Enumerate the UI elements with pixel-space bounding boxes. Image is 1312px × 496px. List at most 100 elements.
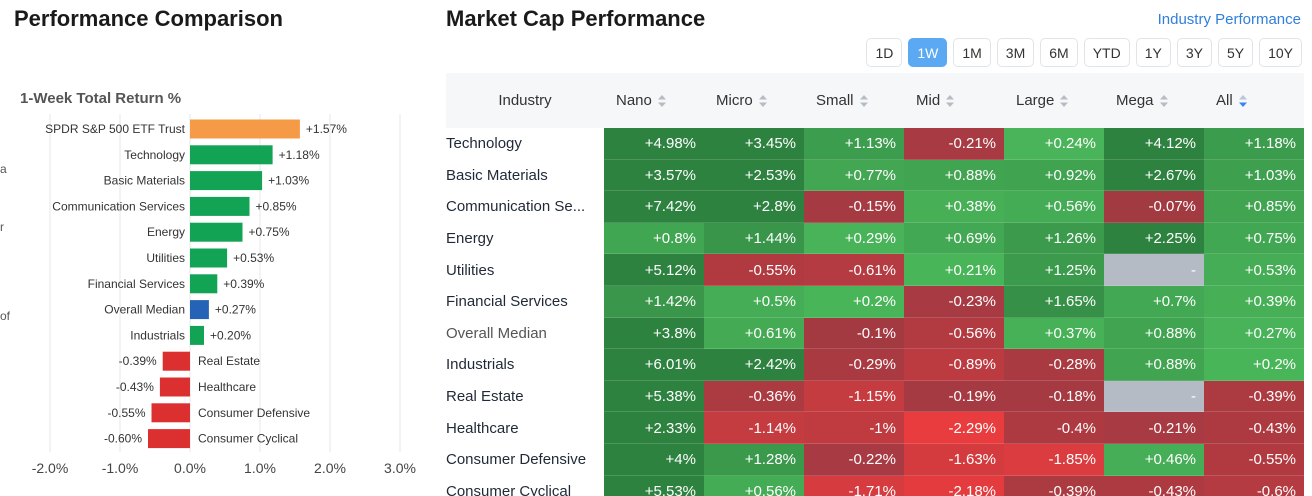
return-cell: +6.01% [604, 349, 704, 381]
table-row[interactable]: Utilities +5.12% -0.55% -0.61% +0.21% +1.25% -… [446, 254, 1304, 286]
return-cell: +0.53% [1204, 254, 1304, 286]
industry-name[interactable]: Industrials [446, 349, 604, 381]
table-row[interactable]: Overall Median +3.8% +0.61% -0.1% -0.56% +0.3… [446, 317, 1304, 350]
period-button-1m[interactable]: 1M [953, 38, 991, 67]
industry-name[interactable]: Utilities [446, 254, 604, 286]
table-row[interactable]: Industrials +6.01% +2.42% -0.29% -0.89% -0.28… [446, 349, 1304, 381]
period-button-1y[interactable]: 1Y [1135, 38, 1171, 67]
industry-name[interactable]: Financial Services [446, 285, 604, 318]
industry-name[interactable]: Healthcare [446, 412, 604, 444]
sort-icon[interactable] [1159, 94, 1169, 108]
edge-mark: r [0, 220, 4, 234]
column-header-small[interactable]: Small [804, 73, 904, 128]
table-header-row: Industry Nano Micro Small Mid Large Mega All [446, 73, 1304, 128]
return-cell: - [1104, 380, 1204, 413]
market-cap-performance-title: Market Cap Performance [446, 6, 706, 31]
return-cell: +0.2% [804, 285, 904, 318]
bar [190, 325, 204, 345]
bar [151, 403, 190, 423]
return-cell: -0.15% [804, 191, 904, 223]
period-button-ytd[interactable]: YTD [1083, 38, 1130, 67]
return-cell: +1.13% [804, 128, 904, 160]
sort-icon[interactable] [945, 94, 955, 108]
value-label: +0.85% [256, 199, 297, 213]
period-button-10y[interactable]: 10Y [1259, 38, 1302, 67]
column-header-large[interactable]: Large [1004, 73, 1104, 128]
sort-icon[interactable] [758, 94, 768, 108]
return-cell: +3.8% [604, 317, 704, 350]
return-cell: -0.61% [804, 254, 904, 286]
return-cell: +1.26% [1004, 222, 1104, 255]
return-cell: +1.03% [1204, 159, 1304, 192]
return-cell: +0.29% [804, 222, 904, 255]
industry-name[interactable]: Technology [446, 128, 604, 160]
return-cell: -0.22% [804, 443, 904, 476]
period-button-3y[interactable]: 3Y [1176, 38, 1212, 67]
return-cell: +0.8% [604, 222, 704, 255]
bar [148, 429, 190, 449]
column-header-mid[interactable]: Mid [904, 73, 1004, 128]
return-cell: +2.8% [704, 191, 804, 223]
return-cell: -0.28% [1004, 349, 1104, 381]
period-button-3m[interactable]: 3M [996, 38, 1035, 67]
return-cell: +4.98% [604, 128, 704, 160]
category-label: Healthcare [198, 380, 256, 394]
period-button-1d[interactable]: 1D [866, 38, 903, 67]
return-cell: +0.21% [904, 254, 1004, 286]
table-row[interactable]: Consumer Cyclical +5.53% +0.56% -1.71% -2.18… [446, 475, 1304, 496]
industry-name[interactable]: Basic Materials [446, 159, 604, 192]
return-cell: -1.15% [804, 380, 904, 413]
table-row[interactable]: Real Estate +5.38% -0.36% -1.15% -0.19% -0.18… [446, 380, 1304, 413]
category-label: Financial Services [88, 277, 185, 291]
table-row[interactable]: Financial Services +1.42% +0.5% +0.2% -0.23%… [446, 285, 1304, 318]
column-header-nano[interactable]: Nano [604, 73, 704, 128]
return-cell: -0.29% [804, 349, 904, 381]
return-cell: +1.28% [704, 443, 804, 476]
column-header-mega[interactable]: Mega [1104, 73, 1204, 128]
return-cell: +2.53% [704, 159, 804, 192]
period-button-5y[interactable]: 5Y [1217, 38, 1254, 67]
bar [190, 145, 273, 165]
industry-name[interactable]: Real Estate [446, 380, 604, 413]
column-header-industry: Industry [446, 73, 604, 128]
column-header-all[interactable]: All [1204, 73, 1304, 128]
return-cell: +0.38% [904, 191, 1004, 223]
period-button-6m[interactable]: 6M [1040, 38, 1078, 67]
industry-performance-link[interactable]: Industry Performance [1157, 11, 1301, 28]
value-label: -0.55% [107, 406, 145, 420]
market-cap-table: Industry Nano Micro Small Mid Large Mega All Te… [446, 73, 1304, 496]
industry-name[interactable]: Consumer Cyclical [446, 475, 604, 496]
return-cell: -0.39% [1004, 475, 1104, 496]
bar [190, 222, 243, 242]
industry-name[interactable]: Energy [446, 222, 604, 255]
value-label: +1.18% [279, 148, 320, 162]
return-cell: -0.43% [1104, 475, 1204, 496]
return-cell: +0.46% [1104, 443, 1204, 476]
return-cell: +5.38% [604, 380, 704, 413]
bar [190, 196, 250, 216]
industry-name[interactable]: Consumer Defensive [446, 443, 604, 476]
return-cell: -0.23% [904, 285, 1004, 318]
table-row[interactable]: Energy +0.8% +1.44% +0.29% +0.69% +1.26% +2.25… [446, 222, 1304, 255]
table-row[interactable]: Basic Materials +3.57% +2.53% +0.77% +0.88% +… [446, 159, 1304, 192]
return-cell: +0.27% [1204, 317, 1304, 350]
return-cell: +3.45% [704, 128, 804, 160]
return-cell: -0.39% [1204, 380, 1304, 413]
table-row[interactable]: Consumer Defensive +4% +1.28% -0.22% -1.63% -… [446, 443, 1304, 476]
return-cell: +5.53% [604, 475, 704, 496]
industry-name[interactable]: Overall Median [446, 317, 604, 350]
sort-icon[interactable] [859, 94, 869, 108]
period-button-1w[interactable]: 1W [908, 38, 948, 67]
sort-desc-icon[interactable] [1238, 94, 1248, 108]
table-row[interactable]: Communication Se... +7.42% +2.8% -0.15% +0.3… [446, 191, 1304, 223]
column-header-micro[interactable]: Micro [704, 73, 804, 128]
table-row[interactable]: Technology +4.98% +3.45% +1.13% -0.21% +0.24%… [446, 128, 1304, 160]
return-cell: +0.88% [904, 159, 1004, 192]
sort-icon[interactable] [1059, 94, 1069, 108]
x-tick-label: 1.0% [244, 460, 276, 476]
table-row[interactable]: Healthcare +2.33% -1.14% -1% -2.29% -0.4% -0.2… [446, 412, 1304, 444]
category-label: SPDR S&P 500 ETF Trust [45, 122, 185, 136]
industry-name[interactable]: Communication Se... [446, 191, 604, 223]
return-cell: -1.85% [1004, 443, 1104, 476]
sort-icon[interactable] [657, 94, 667, 108]
